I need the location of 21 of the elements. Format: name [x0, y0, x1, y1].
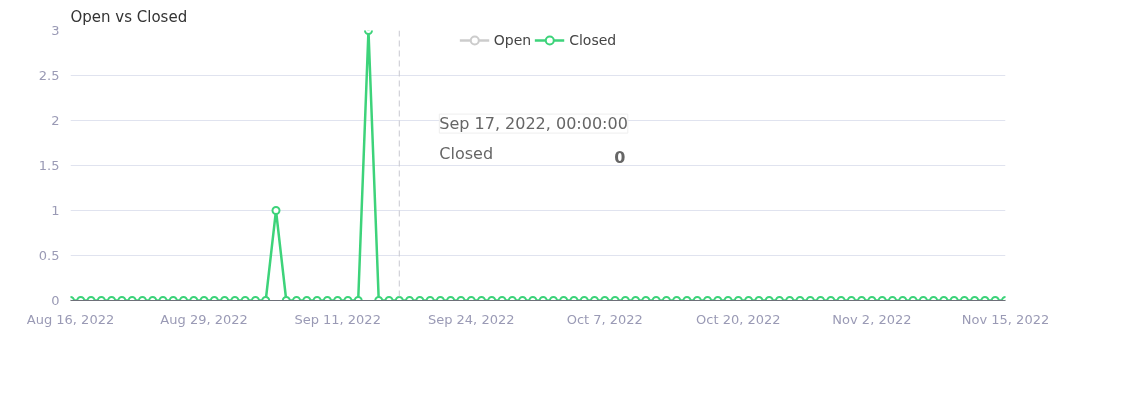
x-tick-label: Aug 29, 2022	[160, 311, 248, 327]
y-tick-label: 1.5	[38, 158, 60, 173]
x-tick-label: Sep 24, 2022	[427, 311, 515, 327]
x-tick-label: Nov 2, 2022	[832, 311, 912, 327]
x-tick-label: Sep 11, 2022	[294, 311, 381, 327]
x-tick-label: Nov 15, 2022	[961, 311, 1050, 327]
chart-title: Open vs Closed	[70, 7, 188, 26]
y-tick-label: 1	[51, 203, 60, 218]
legend-label: Closed	[569, 32, 617, 48]
y-tick-label: 2.5	[38, 68, 60, 83]
y-tick-label: 0	[51, 293, 60, 308]
legend-label: Open	[493, 32, 532, 48]
annotation: Sep 17, 2022, 00:00:00	[439, 114, 628, 134]
annotation: 0	[614, 148, 626, 168]
x-tick-label: Aug 16, 2022	[26, 311, 115, 327]
x-tick-label: Oct 20, 2022	[696, 311, 781, 327]
y-tick-label: 3	[51, 23, 60, 38]
annotation: Closed	[439, 144, 494, 164]
y-tick-label: 0.5	[38, 248, 60, 263]
x-tick-label: Oct 7, 2022	[566, 311, 643, 327]
y-tick-label: 2	[51, 113, 60, 128]
